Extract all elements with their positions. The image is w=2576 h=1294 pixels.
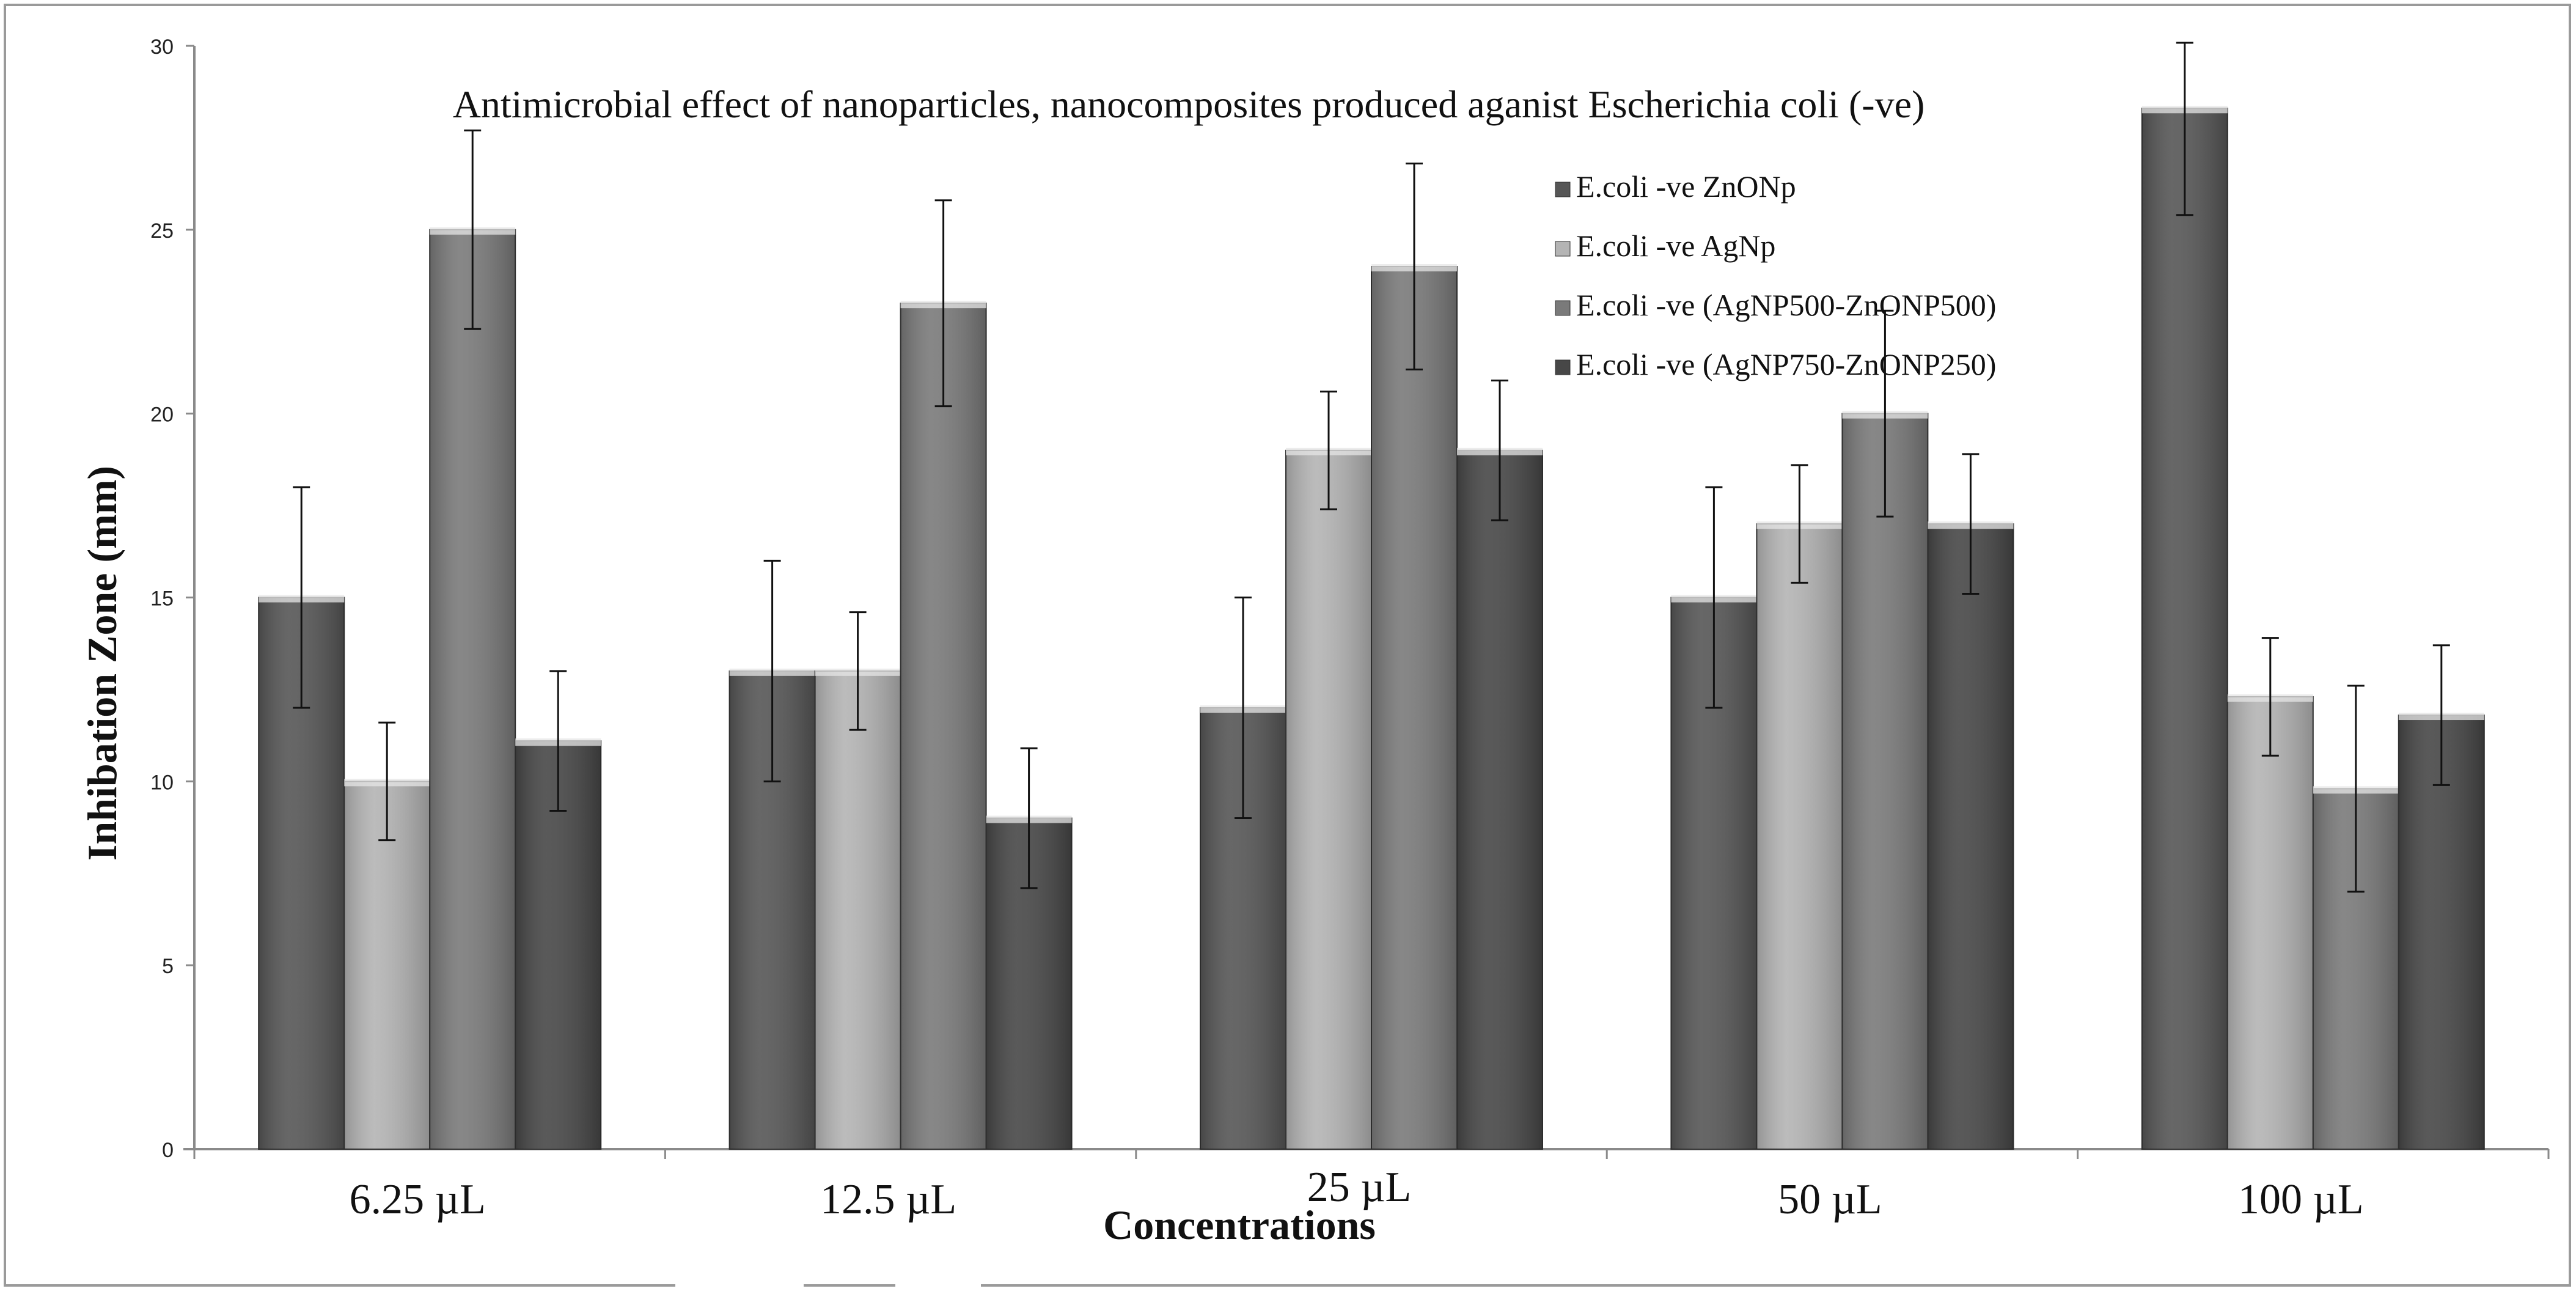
bar-shading [900, 303, 986, 1150]
bar-shading [815, 671, 901, 1149]
y-tick-label: 5 [162, 955, 174, 978]
error-bars [293, 42, 2450, 893]
legend-swatch [1555, 182, 1571, 197]
y-tick-label: 25 [150, 219, 174, 243]
category-label: 100 µL [2238, 1176, 2364, 1223]
y-tick-label: 15 [150, 587, 174, 611]
bar-shading [2398, 715, 2484, 1149]
category-label: 6.25 µL [350, 1176, 486, 1223]
y-axis-label: Inhibation Zone (mm) [79, 466, 125, 861]
category-label: 50 µL [1778, 1176, 1882, 1223]
legend-swatch [1555, 241, 1571, 257]
bar-shading [1286, 450, 1371, 1150]
x-axis-ticks [193, 1149, 2550, 1159]
category-label: 25 µL [1307, 1164, 1412, 1211]
legend-swatch [1555, 359, 1571, 375]
category-labels: 6.25 µL 12.5 µL 25 µL 50 µL 100 µL [350, 1164, 2364, 1223]
bar-shading [430, 229, 516, 1149]
bottom-gap-left [675, 1279, 804, 1291]
category-label: 12.5 µL [820, 1176, 956, 1223]
y-tick-label: 10 [150, 771, 174, 794]
bar-shading [1842, 413, 1928, 1149]
legend-swatch [1555, 300, 1571, 316]
bar-shading [1928, 524, 2014, 1149]
legend-label: E.coli -ve (AgNP750-ZnONP250) [1576, 347, 1996, 381]
chart-frame [4, 4, 2571, 1287]
chart-title: Antimicrobial effect of nanoparticles, n… [453, 83, 1925, 126]
legend-label: E.coli -ve (AgNP500-ZnONP500) [1576, 288, 1996, 322]
bar-shading [2141, 108, 2228, 1150]
y-tick-label: 20 [150, 403, 174, 427]
bar-shading [1371, 267, 1457, 1149]
y-axis-ticks: 0 5 10 15 20 25 30 [150, 35, 194, 1162]
bar-shading [1756, 524, 1843, 1149]
legend: E.coli -ve ZnONp E.coli -ve AgNp E.coli -v… [1555, 169, 1996, 381]
bar-series [258, 106, 2485, 1150]
legend-label: E.coli -ve ZnONp [1576, 169, 1796, 204]
bottom-gap-right [895, 1279, 981, 1291]
bar-shading [1457, 450, 1543, 1150]
bar-shading [344, 781, 430, 1149]
bar-shading [2227, 696, 2313, 1149]
y-tick-label: 0 [162, 1139, 174, 1162]
x-axis-label: Concentrations [1103, 1202, 1376, 1248]
y-tick-label: 30 [150, 35, 174, 59]
legend-label: E.coli -ve AgNp [1576, 229, 1775, 263]
